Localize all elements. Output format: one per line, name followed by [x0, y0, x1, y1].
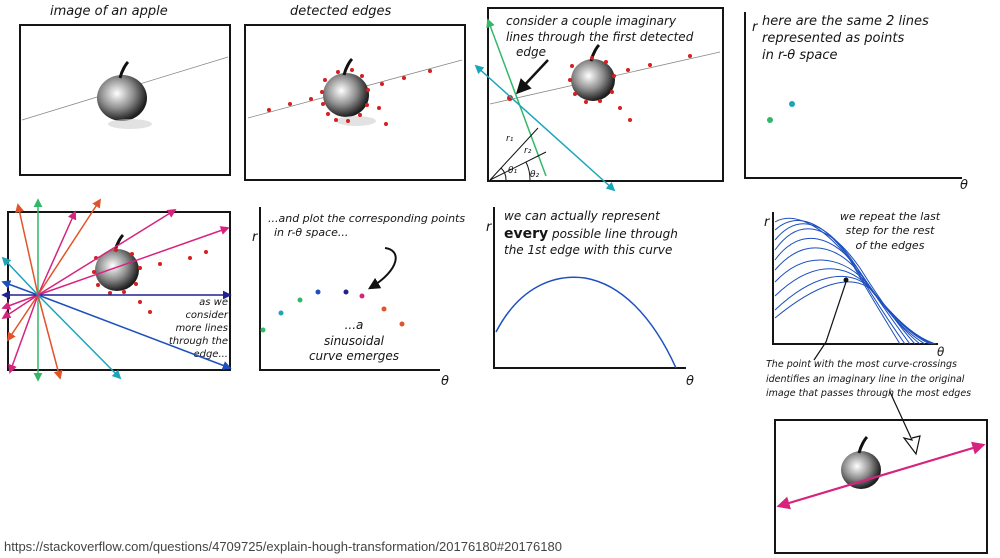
- axis-r-p7: r: [486, 220, 492, 235]
- point-teal: [789, 101, 795, 107]
- caption-sinusoidal-emerges: ...a sinusoidal curve emerges: [304, 318, 404, 365]
- caption-bottom-line-1: The point with the most curve-crossings: [766, 359, 958, 370]
- theta-arc-1: [500, 167, 507, 181]
- line-pointer: [889, 391, 921, 456]
- axes-p8: [772, 212, 938, 345]
- caption-same-two-lines: here are the same 2 lines represented as…: [762, 14, 929, 65]
- caption-p4-line-1: here are the same 2 lines: [762, 14, 929, 29]
- crossing-point: [843, 277, 849, 283]
- r1-segment: [489, 127, 539, 181]
- caption-p5-line-3: more lines: [175, 323, 228, 334]
- caption-every-line: we can actually represent every possible…: [504, 209, 678, 258]
- apple-icon: [571, 43, 615, 101]
- apple-icon: [323, 57, 376, 126]
- caption-p8-line-2: step for the rest: [845, 224, 935, 238]
- caption-p5-line-4: through the: [168, 336, 228, 347]
- apple-icon: [95, 233, 139, 291]
- crossing-pointer: [813, 281, 847, 361]
- caption-consider-line-3: edge: [516, 45, 546, 60]
- pointer-arrow: [515, 59, 549, 95]
- axes-p6: [259, 207, 440, 371]
- caption-p6b-line-2: sinusoidal: [323, 333, 385, 348]
- axis-r-p4: r: [752, 20, 758, 35]
- axis-theta-p8: θ: [937, 345, 945, 359]
- caption-plot-points: ...and plot the corresponding points in …: [268, 212, 465, 241]
- r2-segment: [489, 151, 547, 181]
- axis-theta-p7: θ: [686, 374, 694, 389]
- plotted-points: [260, 289, 405, 333]
- footer-url[interactable]: https://stackoverflow.com/questions/4709…: [4, 539, 562, 554]
- panel-detected-line: [774, 419, 988, 554]
- theta-arc-2: [525, 161, 531, 181]
- sinusoid-curve: [495, 276, 677, 369]
- caption-p6b-line-1: ...a: [344, 318, 364, 332]
- edge-points-group: [267, 68, 432, 126]
- caption-consider-lines: consider a couple imaginary lines throug…: [506, 14, 693, 61]
- caption-image-of-apple: image of an apple: [50, 4, 168, 19]
- curly-arrow: [367, 247, 397, 290]
- caption-p6b-line-3: curve emerges: [308, 349, 400, 364]
- caption-p4-line-3: in r-θ space: [762, 47, 838, 63]
- axis-r-p6: r: [252, 230, 258, 245]
- caption-p7-bold: every: [504, 225, 549, 242]
- caption-p7-line-3: the 1st edge with this curve: [504, 242, 673, 257]
- caption-detected-edges: detected edges: [290, 4, 392, 19]
- caption-p5-line-1: as we: [199, 297, 228, 308]
- caption-p7-post: possible line through: [548, 226, 678, 241]
- axis-theta-p6: θ: [441, 374, 449, 389]
- axes-p4: [744, 12, 962, 179]
- caption-bottom-line-3: image that passes through the most edges: [766, 388, 972, 400]
- caption-p5-line-5: edge...: [193, 349, 228, 360]
- caption-p8-line-1: we repeat the last: [839, 210, 941, 223]
- caption-p8-line-3: of the edges: [855, 238, 925, 252]
- fan-of-lines: [1, 198, 232, 382]
- axes-p7: [493, 207, 686, 369]
- imaginary-line-teal: [474, 64, 616, 192]
- panel-detected-edges: [244, 24, 466, 181]
- caption-p7-line-2: every possible line through: [504, 225, 678, 243]
- caption-p7-line-1: we can actually represent: [504, 209, 660, 223]
- caption-p5-line-2: consider: [185, 310, 228, 321]
- caption-most-crossings: The point with the most curve-crossings …: [766, 358, 971, 402]
- caption-consider-line-2: lines through the first detected: [506, 29, 694, 44]
- caption-p6-line-2: in r-θ space...: [274, 226, 349, 240]
- detected-line: [776, 441, 986, 510]
- axis-r-p8: r: [764, 215, 770, 230]
- caption-consider-line-1: consider a couple imaginary: [506, 14, 677, 28]
- apple-icon: [97, 60, 152, 129]
- point-green: [767, 117, 773, 123]
- caption-repeat-step: we repeat the last step for the rest of …: [828, 210, 952, 253]
- edge-points-group-5: [92, 248, 208, 314]
- sinusoid-bundle: [774, 217, 937, 345]
- caption-p6-line-1: ...and plot the corresponding points: [268, 212, 466, 225]
- imaginary-line-green: [486, 18, 547, 177]
- caption-p4-line-2: represented as points: [762, 30, 905, 46]
- axis-theta-p4: θ: [960, 178, 968, 193]
- caption-bottom-line-2: identifies an imaginary line in the orig…: [766, 373, 965, 385]
- caption-consider-more-lines: as we consider more lines through the ed…: [168, 296, 228, 361]
- panel-image-of-apple: [19, 24, 231, 176]
